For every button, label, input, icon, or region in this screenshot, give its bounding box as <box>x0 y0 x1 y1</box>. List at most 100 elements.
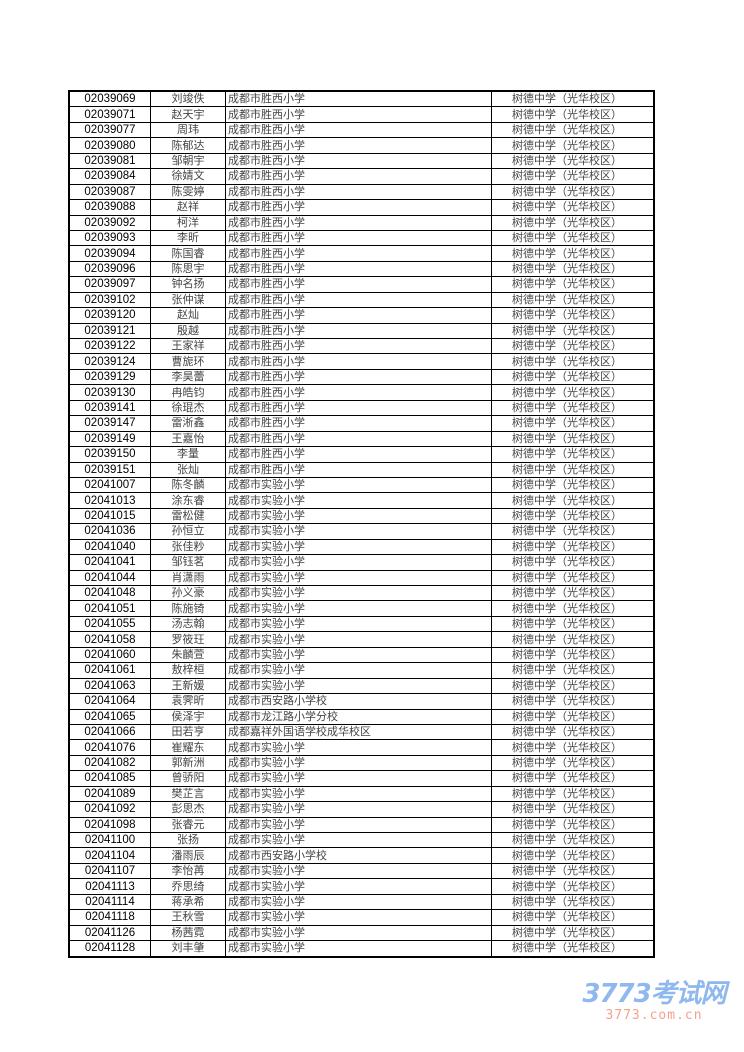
admitted-school-cell: 树德中学（光华校区） <box>491 199 655 216</box>
student-name-cell: 侯泽宇 <box>150 708 226 725</box>
table-row: 02039151 张灿 成都市胜西小学 树德中学（光华校区） <box>68 461 655 478</box>
student-id-cell: 02041048 <box>68 584 151 602</box>
primary-school-cell: 成都市实验小学 <box>225 924 492 942</box>
admitted-school-cell: 树德中学（光华校区） <box>491 909 655 926</box>
student-id-cell: 02041126 <box>68 924 151 942</box>
table-row: 02039084 徐婧文 成都市胜西小学 树德中学（光华校区） <box>68 168 655 185</box>
student-id-cell: 02039121 <box>68 322 151 340</box>
primary-school-cell: 成都嘉祥外国语学校成华校区 <box>225 723 492 741</box>
admitted-school-cell: 树德中学（光华校区） <box>491 121 655 139</box>
primary-school-cell: 成都市胜西小学 <box>225 276 492 293</box>
student-id-cell: 02039077 <box>68 121 151 139</box>
student-name-cell: 曹旎环 <box>150 353 226 370</box>
table-row: 02041092 彭思杰 成都市实验小学 树德中学（光华校区） <box>68 801 655 818</box>
primary-school-cell: 成都市实验小学 <box>225 677 492 695</box>
watermark-url: 3773.com.cn <box>605 1008 703 1023</box>
table-row: 02041048 孙义豪 成都市实验小学 树德中学（光华校区） <box>68 584 655 602</box>
student-id-cell: 02039069 <box>68 90 151 108</box>
student-name-cell: 徐婧文 <box>150 168 226 185</box>
table-row: 02041066 田若亨 成都嘉祥外国语学校成华校区 树德中学（光华校区） <box>68 723 655 741</box>
student-id-cell: 02039120 <box>68 307 151 324</box>
primary-school-cell: 成都市实验小学 <box>225 631 492 648</box>
admitted-school-cell: 树德中学（光华校区） <box>491 446 655 463</box>
primary-school-cell: 成都市胜西小学 <box>225 260 492 278</box>
table-row: 02039088 赵祥 成都市胜西小学 树德中学（光华校区） <box>68 199 655 216</box>
student-id-cell: 02041128 <box>68 940 151 957</box>
table-row: 02041076 崔耀东 成都市实验小学 树德中学（光华校区） <box>68 739 655 756</box>
table-row: 02039094 陈国睿 成都市胜西小学 树德中学（光华校区） <box>68 245 655 262</box>
table-row: 02041065 侯泽宇 成都市龙江路小学分校 树德中学（光华校区） <box>68 708 655 725</box>
admitted-school-cell: 树德中学（光华校区） <box>491 476 655 494</box>
student-name-cell: 王新媛 <box>150 677 226 695</box>
table-row: 02041061 敖梓桓 成都市实验小学 树德中学（光华校区） <box>68 662 655 679</box>
student-name-cell: 陈国睿 <box>150 245 226 262</box>
admission-table: 02039069 刘竣佚 成都市胜西小学 树德中学（光华校区） 02039071 赵天宇成… <box>68 90 655 958</box>
table-row: 02039130 冉皓钧 成都市胜西小学 树德中学（光华校区） <box>68 384 655 401</box>
admitted-school-cell: 树德中学（光华校区） <box>491 245 655 262</box>
student-id-cell: 02039097 <box>68 276 151 293</box>
table-row: 02039149 王嘉怡 成都市胜西小学 树德中学（光华校区） <box>68 430 655 448</box>
student-name-cell: 孙恒立 <box>150 523 226 540</box>
admitted-school-cell: 树德中学（光华校区） <box>491 677 655 695</box>
table-row: 02041118 王秋雪 成都市实验小学 树德中学（光华校区） <box>68 909 655 926</box>
primary-school-cell: 成都市实验小学 <box>225 862 492 880</box>
primary-school-cell: 成都市胜西小学 <box>225 446 492 463</box>
table-row: 02039080 陈郁达 成都市胜西小学 树德中学（光华校区） <box>68 137 655 154</box>
table-row: 02041064 袁霁昕 成都市西安路小学校 树德中学（光华校区） <box>68 693 655 710</box>
primary-school-cell: 成都市胜西小学 <box>225 106 492 123</box>
primary-school-cell: 成都市胜西小学 <box>225 322 492 340</box>
student-id-cell: 02041085 <box>68 770 151 787</box>
student-id-cell: 02039080 <box>68 137 151 154</box>
primary-school-cell: 成都市实验小学 <box>225 831 492 849</box>
student-id-cell: 02041041 <box>68 554 151 571</box>
table-row: 02039141 徐琨杰 成都市胜西小学 树德中学（光华校区） <box>68 399 655 417</box>
primary-school-cell: 成都市胜西小学 <box>225 90 492 108</box>
student-id-cell: 02039084 <box>68 168 151 185</box>
student-name-cell: 徐琨杰 <box>150 399 226 417</box>
primary-school-cell: 成都市胜西小学 <box>225 399 492 417</box>
admitted-school-cell: 树德中学（光华校区） <box>491 461 655 478</box>
student-id-cell: 02041040 <box>68 538 151 556</box>
student-id-cell: 02041082 <box>68 754 151 772</box>
admitted-school-cell: 树德中学（光华校区） <box>491 739 655 756</box>
student-name-cell: 赵灿 <box>150 307 226 324</box>
primary-school-cell: 成都市实验小学 <box>225 816 492 834</box>
admitted-school-cell: 树德中学（光华校区） <box>491 353 655 370</box>
student-id-cell: 02039094 <box>68 245 151 262</box>
student-name-cell: 李昊蕾 <box>150 368 226 386</box>
primary-school-cell: 成都市胜西小学 <box>225 121 492 139</box>
student-id-cell: 02041036 <box>68 523 151 540</box>
table-row: 02041013 涂东睿 成都市实验小学 树德中学（光华校区） <box>68 492 655 509</box>
table-row: 02039087 陈雯婷 成都市胜西小学 树德中学（光华校区） <box>68 183 655 201</box>
student-name-cell: 张仲谋 <box>150 291 226 309</box>
student-name-cell: 李昕 <box>150 229 226 247</box>
student-name-cell: 彭思杰 <box>150 801 226 818</box>
table-row: 02041100 张扬 成都市实验小学 树德中学（光华校区） <box>68 831 655 849</box>
student-name-cell: 乔思绮 <box>150 878 226 895</box>
table-row: 02041089 樊芷言 成都市实验小学 树德中学（光华校区） <box>68 785 655 803</box>
admitted-school-cell: 树德中学（光华校区） <box>491 693 655 710</box>
primary-school-cell: 成都市胜西小学 <box>225 214 492 231</box>
admitted-school-cell: 树德中学（光华校区） <box>491 862 655 880</box>
student-name-cell: 李量 <box>150 446 226 463</box>
student-name-cell: 杨茜霓 <box>150 924 226 942</box>
table-row: 02041104 潘雨辰 成都市西安路小学校 树德中学（光华校区） <box>68 847 655 864</box>
student-id-cell: 02041013 <box>68 492 151 509</box>
student-id-cell: 02039149 <box>68 430 151 448</box>
table-row: 02041007 陈冬麟 成都市实验小学 树德中学（光华校区） <box>68 476 655 494</box>
admitted-school-cell: 树德中学（光华校区） <box>491 754 655 772</box>
watermark-logo: 3773考试网 3773.com.cn <box>574 980 734 1023</box>
student-name-cell: 刘竣佚 <box>150 90 226 108</box>
primary-school-cell: 成都市实验小学 <box>225 507 492 525</box>
admitted-school-cell: 树德中学（光华校区） <box>491 708 655 725</box>
primary-school-cell: 成都市胜西小学 <box>225 229 492 247</box>
student-id-cell: 02041060 <box>68 646 151 664</box>
student-name-cell: 陈雯婷 <box>150 183 226 201</box>
student-name-cell: 钟名扬 <box>150 276 226 293</box>
student-name-cell: 邹钰茗 <box>150 554 226 571</box>
table-row: 02041128 刘丰肇 成都市实验小学 树德中学（光华校区） <box>68 940 655 957</box>
admitted-school-cell: 树德中学（光华校区） <box>491 337 655 355</box>
table-row: 02039069 刘竣佚 成都市胜西小学 树德中学（光华校区） <box>68 90 655 108</box>
table-row: 02039092 柯洋 成都市胜西小学 树德中学（光华校区） <box>68 214 655 231</box>
primary-school-cell: 成都市胜西小学 <box>225 168 492 185</box>
